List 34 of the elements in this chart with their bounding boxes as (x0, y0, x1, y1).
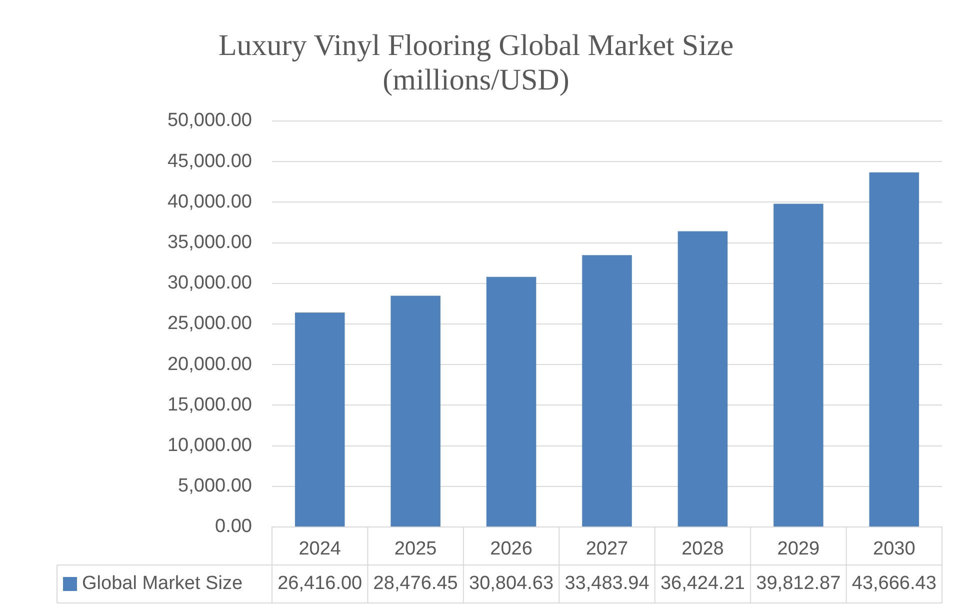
y-tick-label: 20,000.00 (167, 354, 252, 375)
bar (869, 172, 920, 526)
y-tick-label: 5,000.00 (178, 476, 252, 497)
bar (294, 312, 345, 526)
y-tick-label: 30,000.00 (167, 272, 252, 294)
bar (678, 231, 728, 526)
x-tick-label: 2028 (682, 538, 724, 560)
bar (390, 296, 440, 526)
y-tick-label: 0.00 (215, 516, 252, 538)
x-tick-label: 2027 (586, 538, 628, 560)
bar (486, 276, 536, 526)
y-tick-label: 10,000.00 (167, 435, 252, 456)
data-label: 28,476.45 (373, 573, 458, 594)
bar (582, 255, 632, 526)
x-tick-label: 2026 (490, 538, 532, 560)
legend-label: Global Market Size (82, 573, 243, 594)
chart-title: Luxury Vinyl Flooring Global Market Size (millions/USD) (218, 29, 734, 97)
x-tick-label: 2025 (394, 538, 437, 560)
y-tick-label: 45,000.00 (167, 150, 252, 172)
data-label: 36,424.21 (660, 573, 745, 594)
x-tick-label: 2029 (777, 538, 820, 560)
y-tick-label: 35,000.00 (167, 232, 252, 254)
data-label: 43,666.43 (852, 573, 936, 594)
data-label: 26,416.00 (278, 573, 362, 594)
y-tick-label: 15,000.00 (167, 394, 252, 416)
data-label: 33,483.94 (564, 573, 650, 594)
x-tick-label: 2024 (298, 538, 342, 560)
data-label: 39,812.87 (756, 573, 841, 594)
y-tick-label: 40,000.00 (167, 191, 252, 212)
bar (774, 204, 824, 526)
y-tick-label: 50,000.00 (167, 110, 252, 132)
data-label: 30,804.63 (469, 573, 554, 594)
y-tick-label: 25,000.00 (167, 313, 252, 334)
x-tick-label: 2030 (873, 538, 916, 560)
